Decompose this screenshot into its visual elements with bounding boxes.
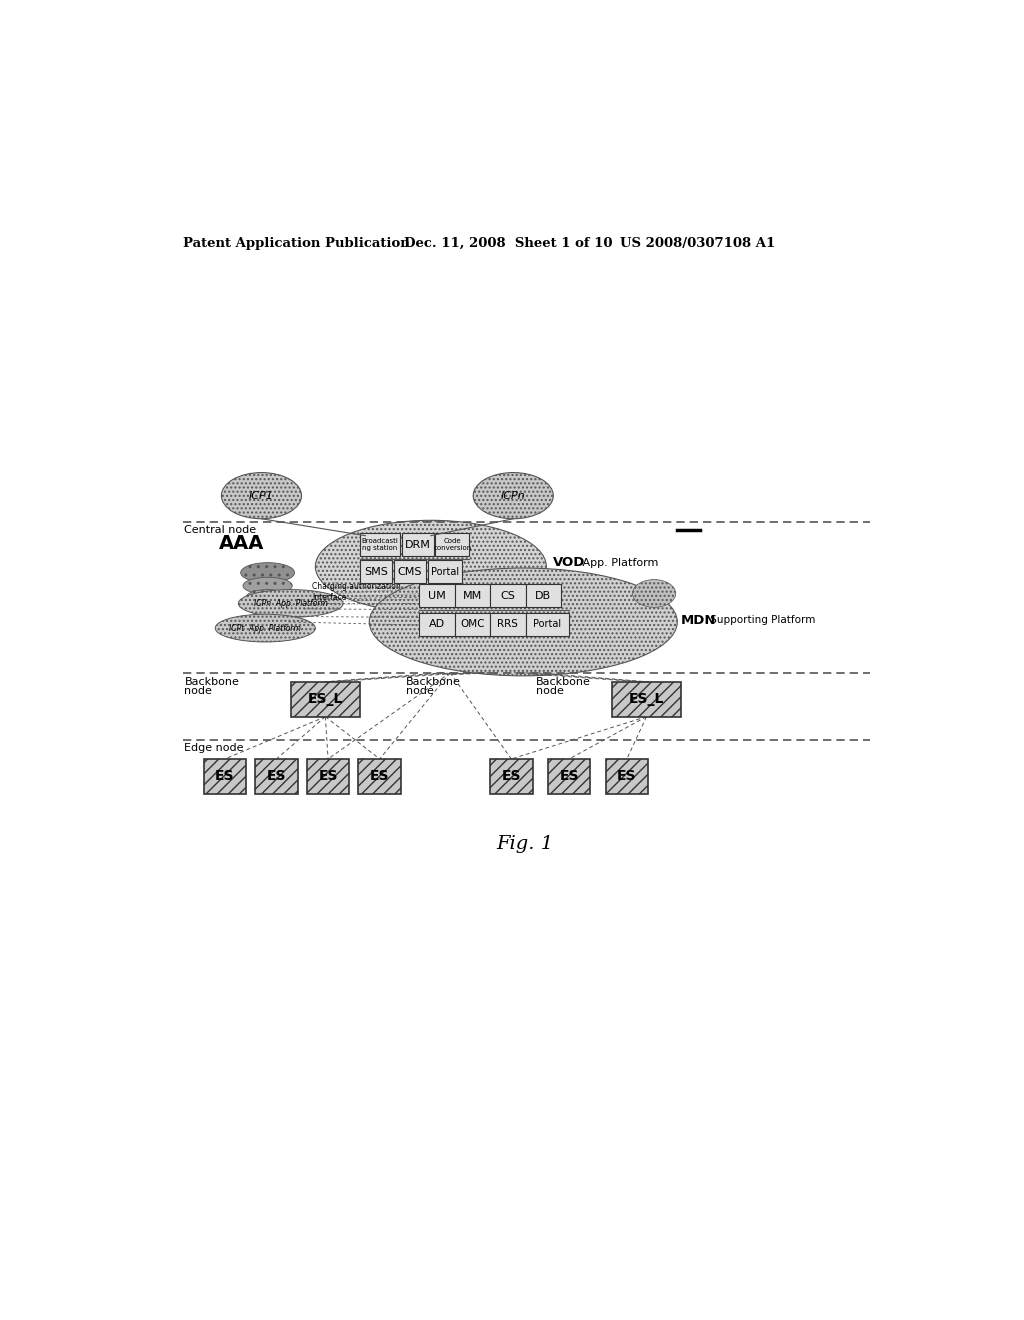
Ellipse shape: [246, 590, 289, 605]
Ellipse shape: [315, 520, 547, 612]
Ellipse shape: [239, 590, 343, 618]
Text: ES: ES: [318, 770, 338, 783]
Text: Backbone: Backbone: [184, 677, 240, 686]
Text: node: node: [537, 686, 564, 696]
Text: MDN: MDN: [680, 614, 716, 627]
FancyBboxPatch shape: [490, 759, 532, 793]
Text: RRS: RRS: [498, 619, 518, 630]
Ellipse shape: [241, 562, 295, 582]
FancyBboxPatch shape: [490, 612, 525, 636]
Text: ES: ES: [370, 770, 389, 783]
Text: App. Platform: App. Platform: [580, 557, 658, 568]
FancyBboxPatch shape: [455, 585, 490, 607]
Ellipse shape: [473, 473, 553, 519]
Text: Edge node: Edge node: [184, 743, 244, 754]
Text: UM: UM: [428, 591, 445, 601]
FancyBboxPatch shape: [401, 533, 434, 557]
FancyBboxPatch shape: [358, 759, 400, 793]
FancyBboxPatch shape: [360, 561, 392, 583]
FancyBboxPatch shape: [291, 682, 360, 717]
FancyBboxPatch shape: [419, 612, 455, 636]
Text: ES: ES: [559, 770, 579, 783]
Text: Fig. 1: Fig. 1: [497, 834, 553, 853]
FancyBboxPatch shape: [435, 533, 469, 557]
Ellipse shape: [249, 601, 287, 615]
Text: Portal: Portal: [534, 619, 561, 630]
FancyBboxPatch shape: [394, 561, 426, 583]
Text: Backbone: Backbone: [537, 677, 591, 686]
Text: Dec. 11, 2008  Sheet 1 of 10: Dec. 11, 2008 Sheet 1 of 10: [403, 236, 612, 249]
Ellipse shape: [370, 568, 677, 676]
FancyBboxPatch shape: [204, 759, 246, 793]
Text: AD: AD: [429, 619, 445, 630]
Text: node: node: [407, 686, 434, 696]
Text: Patent Application Publication: Patent Application Publication: [183, 236, 410, 249]
Text: ICPn: ICPn: [501, 491, 525, 500]
Text: Charging authorization
Interface: Charging authorization Interface: [312, 582, 401, 602]
Text: Portal: Portal: [431, 566, 459, 577]
FancyBboxPatch shape: [419, 585, 455, 607]
Text: Central node: Central node: [184, 524, 257, 535]
FancyBboxPatch shape: [360, 533, 400, 557]
Text: ES: ES: [266, 770, 287, 783]
Text: ES: ES: [502, 770, 521, 783]
Ellipse shape: [221, 473, 301, 519]
Text: ES: ES: [617, 770, 637, 783]
Text: node: node: [184, 686, 212, 696]
FancyBboxPatch shape: [548, 759, 590, 793]
Text: CS: CS: [501, 591, 515, 601]
Text: CMS: CMS: [397, 566, 422, 577]
Text: AAA: AAA: [219, 533, 264, 553]
Text: Code
conversion: Code conversion: [433, 539, 471, 552]
Text: US 2008/0307108 A1: US 2008/0307108 A1: [620, 236, 775, 249]
Text: MM: MM: [463, 591, 482, 601]
FancyBboxPatch shape: [428, 561, 462, 583]
Text: Broadcasti
ng station: Broadcasti ng station: [361, 539, 398, 552]
FancyBboxPatch shape: [611, 682, 681, 717]
FancyBboxPatch shape: [525, 585, 561, 607]
FancyBboxPatch shape: [455, 612, 490, 636]
Text: SMS: SMS: [365, 566, 388, 577]
Text: ICP1: ICP1: [249, 491, 273, 500]
Text: DRM: DRM: [404, 540, 431, 550]
FancyBboxPatch shape: [605, 759, 648, 793]
Text: ICPn  App. Platform: ICPn App. Platform: [254, 599, 328, 609]
Ellipse shape: [215, 614, 315, 642]
Text: DB: DB: [536, 591, 551, 601]
FancyBboxPatch shape: [490, 585, 525, 607]
Ellipse shape: [243, 577, 292, 594]
Text: ICPt  App. Platform: ICPt App. Platform: [229, 623, 301, 632]
Text: ES_L: ES_L: [629, 692, 665, 706]
Text: ES: ES: [215, 770, 234, 783]
FancyBboxPatch shape: [525, 612, 568, 636]
Ellipse shape: [633, 579, 676, 607]
Text: ES_L: ES_L: [307, 692, 343, 706]
Text: Supporting Platform: Supporting Platform: [707, 615, 815, 626]
FancyBboxPatch shape: [255, 759, 298, 793]
FancyBboxPatch shape: [307, 759, 349, 793]
Text: Backbone: Backbone: [407, 677, 461, 686]
Text: VOD: VOD: [553, 556, 585, 569]
Text: OMC: OMC: [460, 619, 484, 630]
